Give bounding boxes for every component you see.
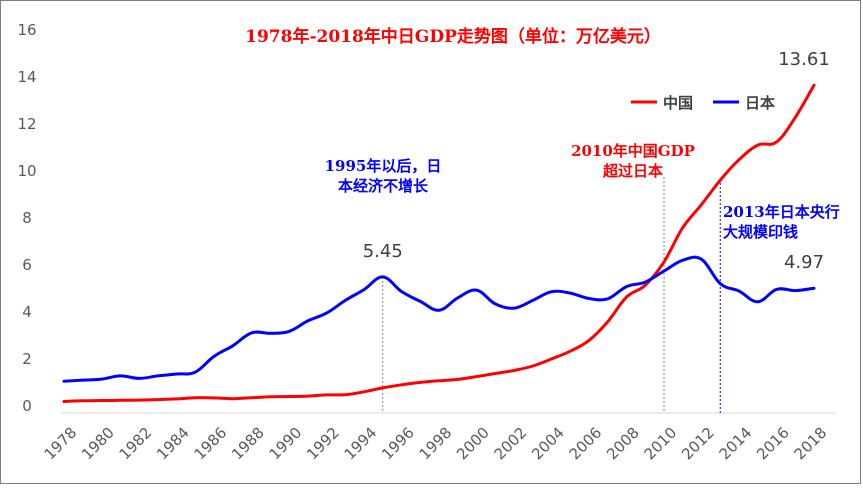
y-tick-label: 6 [22, 256, 32, 274]
annotation-lines [382, 177, 721, 413]
y-tick-label: 4 [22, 303, 32, 321]
series-line-japan [62, 255, 816, 383]
x-tick-label: 1982 [116, 424, 156, 464]
x-tick-label: 1978 [41, 424, 81, 464]
y-tick-label: 8 [22, 209, 32, 227]
y-tick-label: 0 [22, 397, 32, 415]
data-label: 13.61 [778, 49, 830, 70]
x-tick-label: 2006 [566, 424, 606, 464]
series-lines [62, 83, 816, 403]
x-tick-label: 1998 [416, 424, 456, 464]
x-tick-label: 2012 [678, 424, 718, 464]
x-tick-label: 2004 [528, 424, 568, 464]
y-tick-label: 14 [17, 68, 36, 86]
x-tick-label: 2008 [603, 424, 643, 464]
x-tick-label: 1992 [303, 424, 343, 464]
x-tick-label: 1994 [341, 424, 381, 464]
y-tick-labels: 0 2 4 6 8 10 12 14 16 [17, 21, 36, 415]
data-label: 5.45 [363, 241, 403, 262]
x-tick-label: 2002 [491, 424, 531, 464]
x-tick-label: 2000 [453, 424, 493, 464]
y-tick-label: 2 [22, 350, 32, 368]
y-tick-label: 16 [17, 21, 36, 39]
legend-label: 日本 [745, 94, 775, 112]
x-tick-label: 1996 [378, 424, 418, 464]
legend: 中国 日本 [631, 94, 775, 112]
x-tick-label: 1988 [228, 424, 268, 464]
legend-label: 中国 [663, 94, 693, 112]
annotation-text: 1995年以后，日 [325, 157, 442, 175]
x-axis: 1978198019821984198619881990199219941996… [41, 412, 836, 464]
annotation-text: 大规模印钱 [723, 223, 798, 241]
annotation-text: 2013年日本央行 [723, 203, 840, 221]
series-line-china [62, 83, 816, 403]
x-tick-label: 2018 [791, 424, 831, 464]
x-tick-label: 1980 [78, 424, 118, 464]
x-tick-label: 1990 [266, 424, 306, 464]
chart-title: 1978年-2018年中日GDP走势图（单位：万亿美元） [245, 26, 661, 47]
data-labels: 13.61 5.45 4.97 [363, 49, 830, 273]
data-label: 4.97 [784, 252, 824, 273]
annotation-text: 2010年中国GDP [571, 142, 695, 160]
x-tick-label: 2010 [641, 424, 681, 464]
annotation-text: 超过日本 [602, 162, 663, 180]
x-tick-label: 1984 [153, 424, 193, 464]
annotation-text: 本经济不增长 [338, 177, 429, 195]
y-tick-label: 10 [17, 162, 36, 180]
x-tick-label: 2016 [753, 424, 793, 464]
x-tick-label: 1986 [191, 424, 231, 464]
y-tick-label: 12 [17, 115, 36, 133]
x-tick-label: 2014 [716, 424, 756, 464]
